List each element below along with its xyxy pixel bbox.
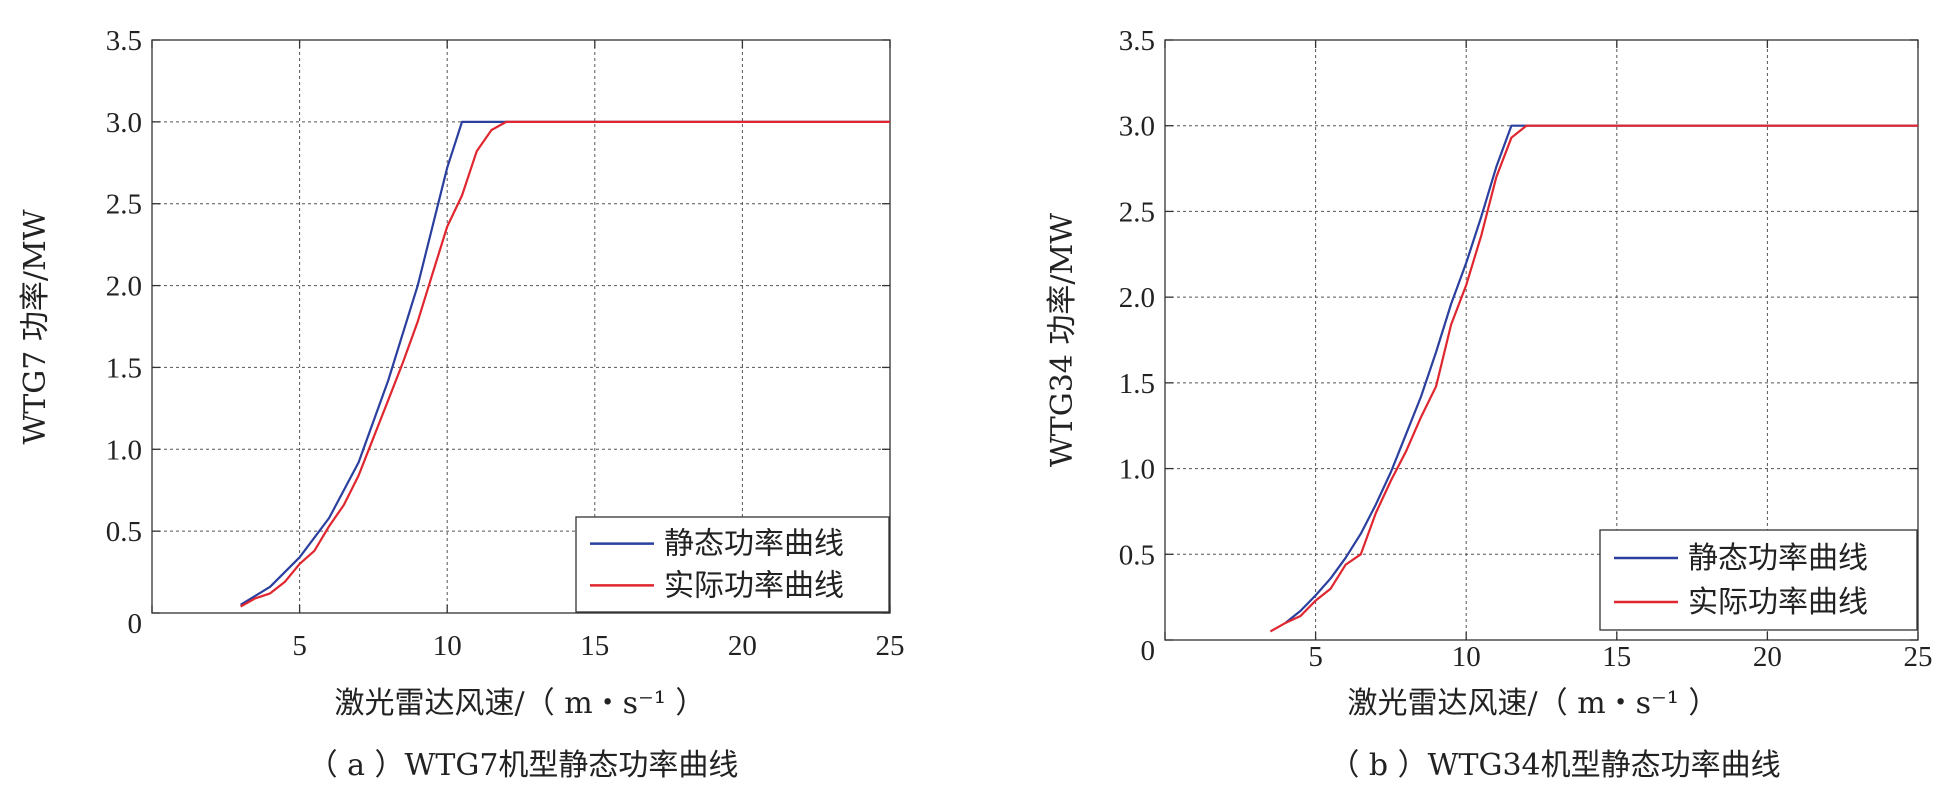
y-tick-label: 2.5 (106, 189, 142, 221)
y-tick-label: 3.5 (106, 25, 142, 57)
x-tick-label: 15 (1602, 641, 1631, 673)
y-tick-label: 3.0 (1119, 111, 1155, 143)
chart-panel-a: 5 10 15 20 25 0 0.5 1.0 1.5 2.0 2.5 3.0 3.5 静态功率曲线实际功… (18, 25, 905, 783)
x-tick-label: 10 (1452, 641, 1481, 673)
y-tick-label: 2.0 (106, 271, 142, 303)
y-tick-label: 0.5 (106, 516, 142, 548)
series-line-actual (240, 120, 890, 608)
x-axis-title: 激光雷达风速/（ m・s⁻¹ ） (1348, 686, 1719, 721)
y-tick-label: 0.5 (1119, 539, 1155, 571)
y-tick-label: 1.5 (106, 352, 142, 384)
x-tick-label: 15 (580, 630, 609, 662)
legend-box (1599, 529, 1918, 631)
y-axis-title: WTG34 功率/MW (1045, 213, 1080, 467)
x-tick-label: 5 (292, 630, 307, 662)
y-tick-label: 0 (128, 608, 143, 640)
y-tick-label: 1.5 (1119, 368, 1155, 400)
y-tick-label: 3.5 (1119, 25, 1155, 57)
series-line-static (240, 120, 890, 606)
y-tick-label: 1.0 (1119, 454, 1155, 486)
x-tick-label: 20 (728, 630, 757, 662)
y-tick-label: 2.0 (1119, 282, 1155, 314)
x-tick-label: 25 (876, 630, 905, 662)
legend-label: 静态功率曲线 (1688, 541, 1868, 576)
x-tick-label: 25 (1904, 641, 1933, 673)
plot-frame (1164, 39, 1919, 641)
y-tick-label: 3.0 (106, 107, 142, 139)
plot-frame (151, 39, 891, 614)
x-axis-title: 激光雷达风速/（ m・s⁻¹ ） (335, 686, 706, 721)
x-tick-label: 20 (1753, 641, 1782, 673)
legend-box (575, 516, 890, 613)
legend-label: 实际功率曲线 (1688, 585, 1868, 620)
y-tick-label: 1.0 (106, 434, 142, 466)
y-axis-title: WTG7 功率/MW (18, 209, 53, 444)
chart-caption: （ b ）WTG34机型静态功率曲线 (1329, 748, 1780, 783)
x-tick-label: 5 (1308, 641, 1323, 673)
chart-panel-b: 5 10 15 20 25 0 0.5 1.0 1.5 2.0 2.5 3.0 3.5 静态功率曲线实际功… (1045, 25, 1933, 783)
y-tick-label: 2.5 (1119, 196, 1155, 228)
legend-label: 实际功率曲线 (664, 568, 844, 603)
series-line-actual (1269, 124, 1918, 633)
series-line-static (1284, 124, 1918, 624)
x-tick-label: 10 (433, 630, 462, 662)
y-tick-label: 0 (1141, 635, 1156, 667)
chart-caption: （ a ）WTG7机型静态功率曲线 (308, 748, 739, 783)
legend-label: 静态功率曲线 (664, 527, 844, 562)
